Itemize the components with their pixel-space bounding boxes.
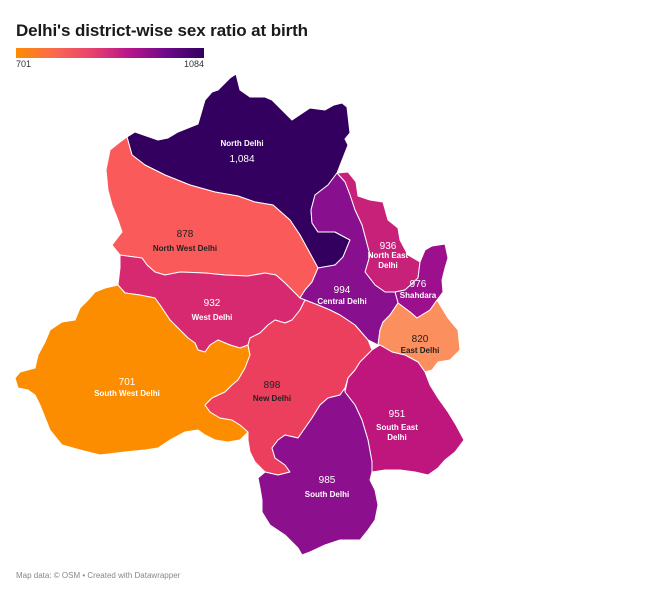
district-name-north-west-delhi: North West Delhi xyxy=(153,244,217,253)
district-value-north-delhi: 1,084 xyxy=(229,154,254,165)
district-value-west-delhi: 932 xyxy=(204,298,221,309)
legend-gradient-bar xyxy=(16,48,204,58)
district-name-new-delhi: New Delhi xyxy=(253,394,291,403)
district-value-south-east-delhi: 951 xyxy=(389,409,406,420)
legend-max-label: 1084 xyxy=(183,59,204,69)
district-east-delhi[interactable] xyxy=(377,299,461,373)
district-name-south-west-delhi: South West Delhi xyxy=(94,389,160,398)
map-credit-footer: Map data: © OSM • Created with Datawrapp… xyxy=(16,571,181,580)
district-south-delhi[interactable] xyxy=(257,387,379,556)
district-shapes xyxy=(14,73,465,556)
district-value-east-delhi: 820 xyxy=(412,334,429,345)
district-name-south-east-delhi: South East Delhi xyxy=(376,423,418,442)
district-name-shahdara: Shahdara xyxy=(400,291,437,300)
district-value-shahdara: 976 xyxy=(410,279,427,290)
district-value-north-east-delhi: 936 xyxy=(380,241,397,252)
district-value-north-west-delhi: 878 xyxy=(177,229,194,240)
map-title: Delhi's district-wise sex ratio at birth xyxy=(16,21,308,40)
district-name-west-delhi: West Delhi xyxy=(192,313,233,322)
district-name-south-delhi: South Delhi xyxy=(305,490,349,499)
district-name-central-delhi: Central Delhi xyxy=(317,297,366,306)
district-value-central-delhi: 994 xyxy=(334,285,351,296)
district-value-south-delhi: 985 xyxy=(319,475,336,486)
district-value-south-west-delhi: 701 xyxy=(119,377,136,388)
district-value-new-delhi: 898 xyxy=(264,380,281,391)
district-name-north-delhi: North Delhi xyxy=(220,139,263,148)
district-name-north-east-delhi: North East Delhi xyxy=(368,251,409,270)
legend-min-label: 701 xyxy=(16,59,32,69)
district-name-east-delhi: East Delhi xyxy=(401,346,440,355)
legend-labels: 701 1084 xyxy=(16,59,204,71)
color-legend: 701 1084 xyxy=(16,48,204,71)
district-labels: 1,084 North Delhi 878 North West Delhi 936No… xyxy=(94,139,439,499)
